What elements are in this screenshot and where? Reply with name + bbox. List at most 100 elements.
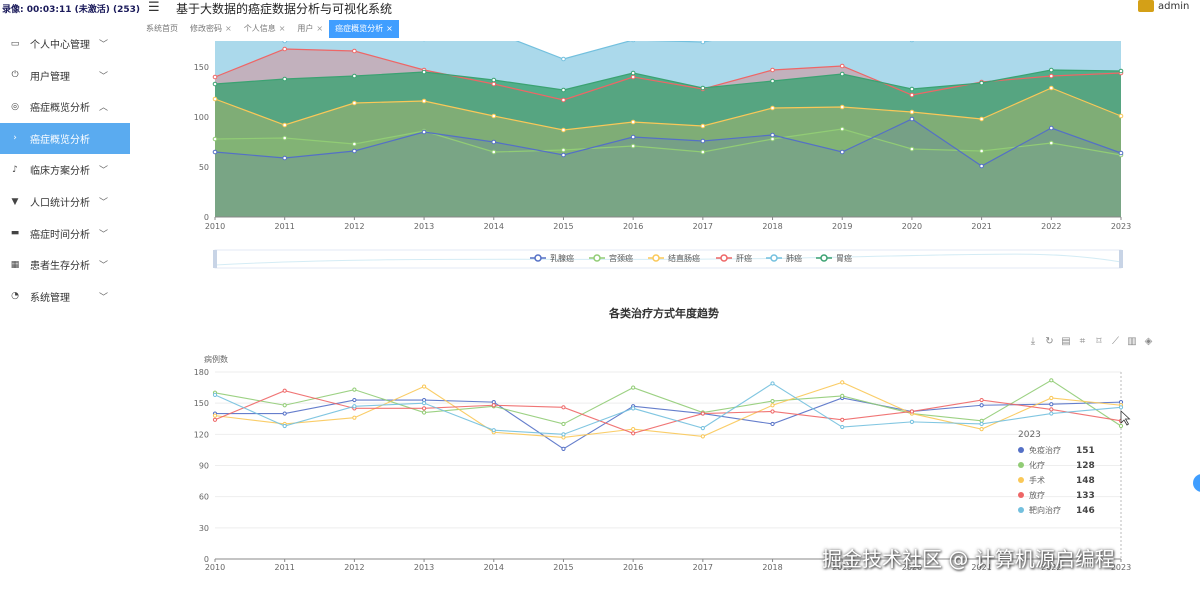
- tooltip-series-name: 化疗: [1029, 460, 1045, 470]
- data-point: [839, 63, 845, 69]
- data-point: [561, 405, 566, 410]
- data-view-icon[interactable]: ▤: [1061, 336, 1070, 347]
- data-point: [352, 48, 357, 54]
- data-point: [421, 401, 427, 406]
- data-point: [282, 421, 287, 427]
- tab-0[interactable]: 系统首页: [140, 20, 184, 38]
- tab-3[interactable]: 用户 ×: [291, 20, 329, 38]
- tab-label: 修改密码: [190, 24, 222, 33]
- sidebar-item-1[interactable]: ⏻ 用户管理 ﹀: [0, 60, 130, 91]
- sidebar-item-2[interactable]: ◎ 癌症概览分析 ︿: [0, 91, 130, 122]
- stack-icon[interactable]: ◈: [1145, 336, 1153, 347]
- data-point: [770, 136, 775, 142]
- data-point: [979, 403, 984, 408]
- data-point: [352, 387, 357, 392]
- data-point: [421, 406, 427, 411]
- grid-icon: ▦: [10, 259, 20, 270]
- user-menu[interactable]: admin: [1138, 0, 1189, 12]
- series-line: [215, 397, 1122, 450]
- tooltip-series-name: 放疗: [1029, 490, 1045, 500]
- data-point: [980, 15, 984, 19]
- legend-label: 结直肠癌: [668, 253, 700, 263]
- tooltip-value: 151: [1076, 446, 1095, 456]
- sidebar-item-3[interactable]: › 癌症概览分析: [0, 122, 130, 154]
- sidebar-item-6[interactable]: ▬ 癌症时间分析 ﹀: [0, 218, 130, 249]
- sidebar-item-5[interactable]: ▼ 人口统计分析 ﹀: [0, 186, 130, 217]
- app-title: 基于大数据的癌症数据分析与可视化系统: [176, 2, 393, 16]
- y-tick-label: 30: [199, 524, 209, 533]
- data-point: [1118, 423, 1124, 429]
- series-line: [214, 390, 1122, 434]
- x-tick-label: 2019: [832, 222, 852, 231]
- legend-marker: [720, 254, 728, 262]
- data-point: [770, 421, 775, 427]
- tab-1[interactable]: 修改密码 ×: [184, 20, 238, 38]
- data-point: [353, 29, 357, 33]
- zoom-handle-right: [1119, 250, 1123, 268]
- data-point: [909, 109, 915, 115]
- bar-switch-icon[interactable]: ▥: [1127, 336, 1136, 347]
- x-tick-label: 2017: [693, 222, 713, 231]
- tooltip-series-name: 靶向治疗: [1029, 505, 1061, 515]
- chevron-icon: ﹀: [98, 166, 108, 177]
- series-line: [214, 379, 1122, 427]
- data-point: [1049, 85, 1054, 91]
- card-icon: ▭: [10, 38, 20, 49]
- tooltip-value: 133: [1076, 491, 1095, 501]
- refresh-icon[interactable]: ↻: [1045, 336, 1053, 347]
- x-tick-label: 2018: [762, 563, 782, 572]
- x-tick-label: 2014: [484, 222, 504, 231]
- legend-label: 胃癌: [836, 253, 852, 263]
- sidebar-item-4[interactable]: ♪ 临床方案分析 ﹀: [0, 154, 130, 185]
- series-line: [214, 381, 1122, 439]
- data-point: [1049, 67, 1054, 73]
- data-point: [840, 393, 845, 398]
- data-point: [421, 69, 427, 75]
- side-handle[interactable]: [1193, 474, 1200, 492]
- data-point: [700, 41, 706, 45]
- zoom-reset-icon[interactable]: ⌑: [1096, 336, 1102, 347]
- download-icon[interactable]: ⤓: [1031, 336, 1036, 347]
- tab-4[interactable]: 癌症概览分析 ×: [329, 20, 399, 38]
- data-point: [352, 397, 357, 403]
- data-point: [631, 431, 636, 436]
- x-tick-label: 2013: [414, 222, 434, 231]
- sidebar-item-label: 患者生存分析: [30, 261, 90, 273]
- data-point: [979, 397, 984, 403]
- tab-2[interactable]: 个人信息 ×: [238, 20, 292, 38]
- data-point: [1049, 140, 1054, 146]
- data-point: [840, 417, 845, 422]
- sidebar-item-7[interactable]: ▦ 患者生存分析 ﹀: [0, 249, 130, 280]
- data-point: [1050, 31, 1054, 35]
- data-point: [630, 119, 636, 125]
- data-point: [561, 127, 566, 133]
- chevron-right-icon: ›: [13, 133, 17, 144]
- user-name: admin: [1158, 1, 1190, 12]
- data-point: [631, 406, 636, 411]
- line-switch-icon[interactable]: ⟋: [1112, 336, 1119, 347]
- series-line: [214, 118, 1122, 167]
- sidebar-item-8[interactable]: ◔ 系统管理 ﹀: [0, 281, 130, 312]
- data-point: [491, 77, 497, 83]
- legend-label: 乳腺癌: [550, 253, 574, 263]
- menu-toggle-icon[interactable]: ☰: [148, 0, 160, 15]
- data-point: [630, 143, 636, 149]
- avatar: [1138, 0, 1154, 12]
- data-point: [561, 152, 566, 158]
- sidebar-item-label: 癌症概览分析: [30, 134, 90, 146]
- close-icon[interactable]: ×: [225, 24, 232, 33]
- data-point: [979, 116, 984, 122]
- data-point: [352, 73, 357, 79]
- close-icon[interactable]: ×: [278, 24, 286, 33]
- close-icon[interactable]: ×: [316, 24, 324, 33]
- zoom-icon[interactable]: ⌗: [1080, 336, 1086, 347]
- sidebar-item-0[interactable]: ▭ 个人中心管理 ﹀: [0, 28, 130, 59]
- data-point: [352, 406, 357, 411]
- data-point: [492, 30, 496, 34]
- data-point: [631, 41, 636, 43]
- data-point: [491, 430, 496, 435]
- data-point: [212, 392, 218, 397]
- close-icon[interactable]: ×: [386, 24, 393, 33]
- data-point: [213, 25, 217, 29]
- data-point: [561, 435, 566, 440]
